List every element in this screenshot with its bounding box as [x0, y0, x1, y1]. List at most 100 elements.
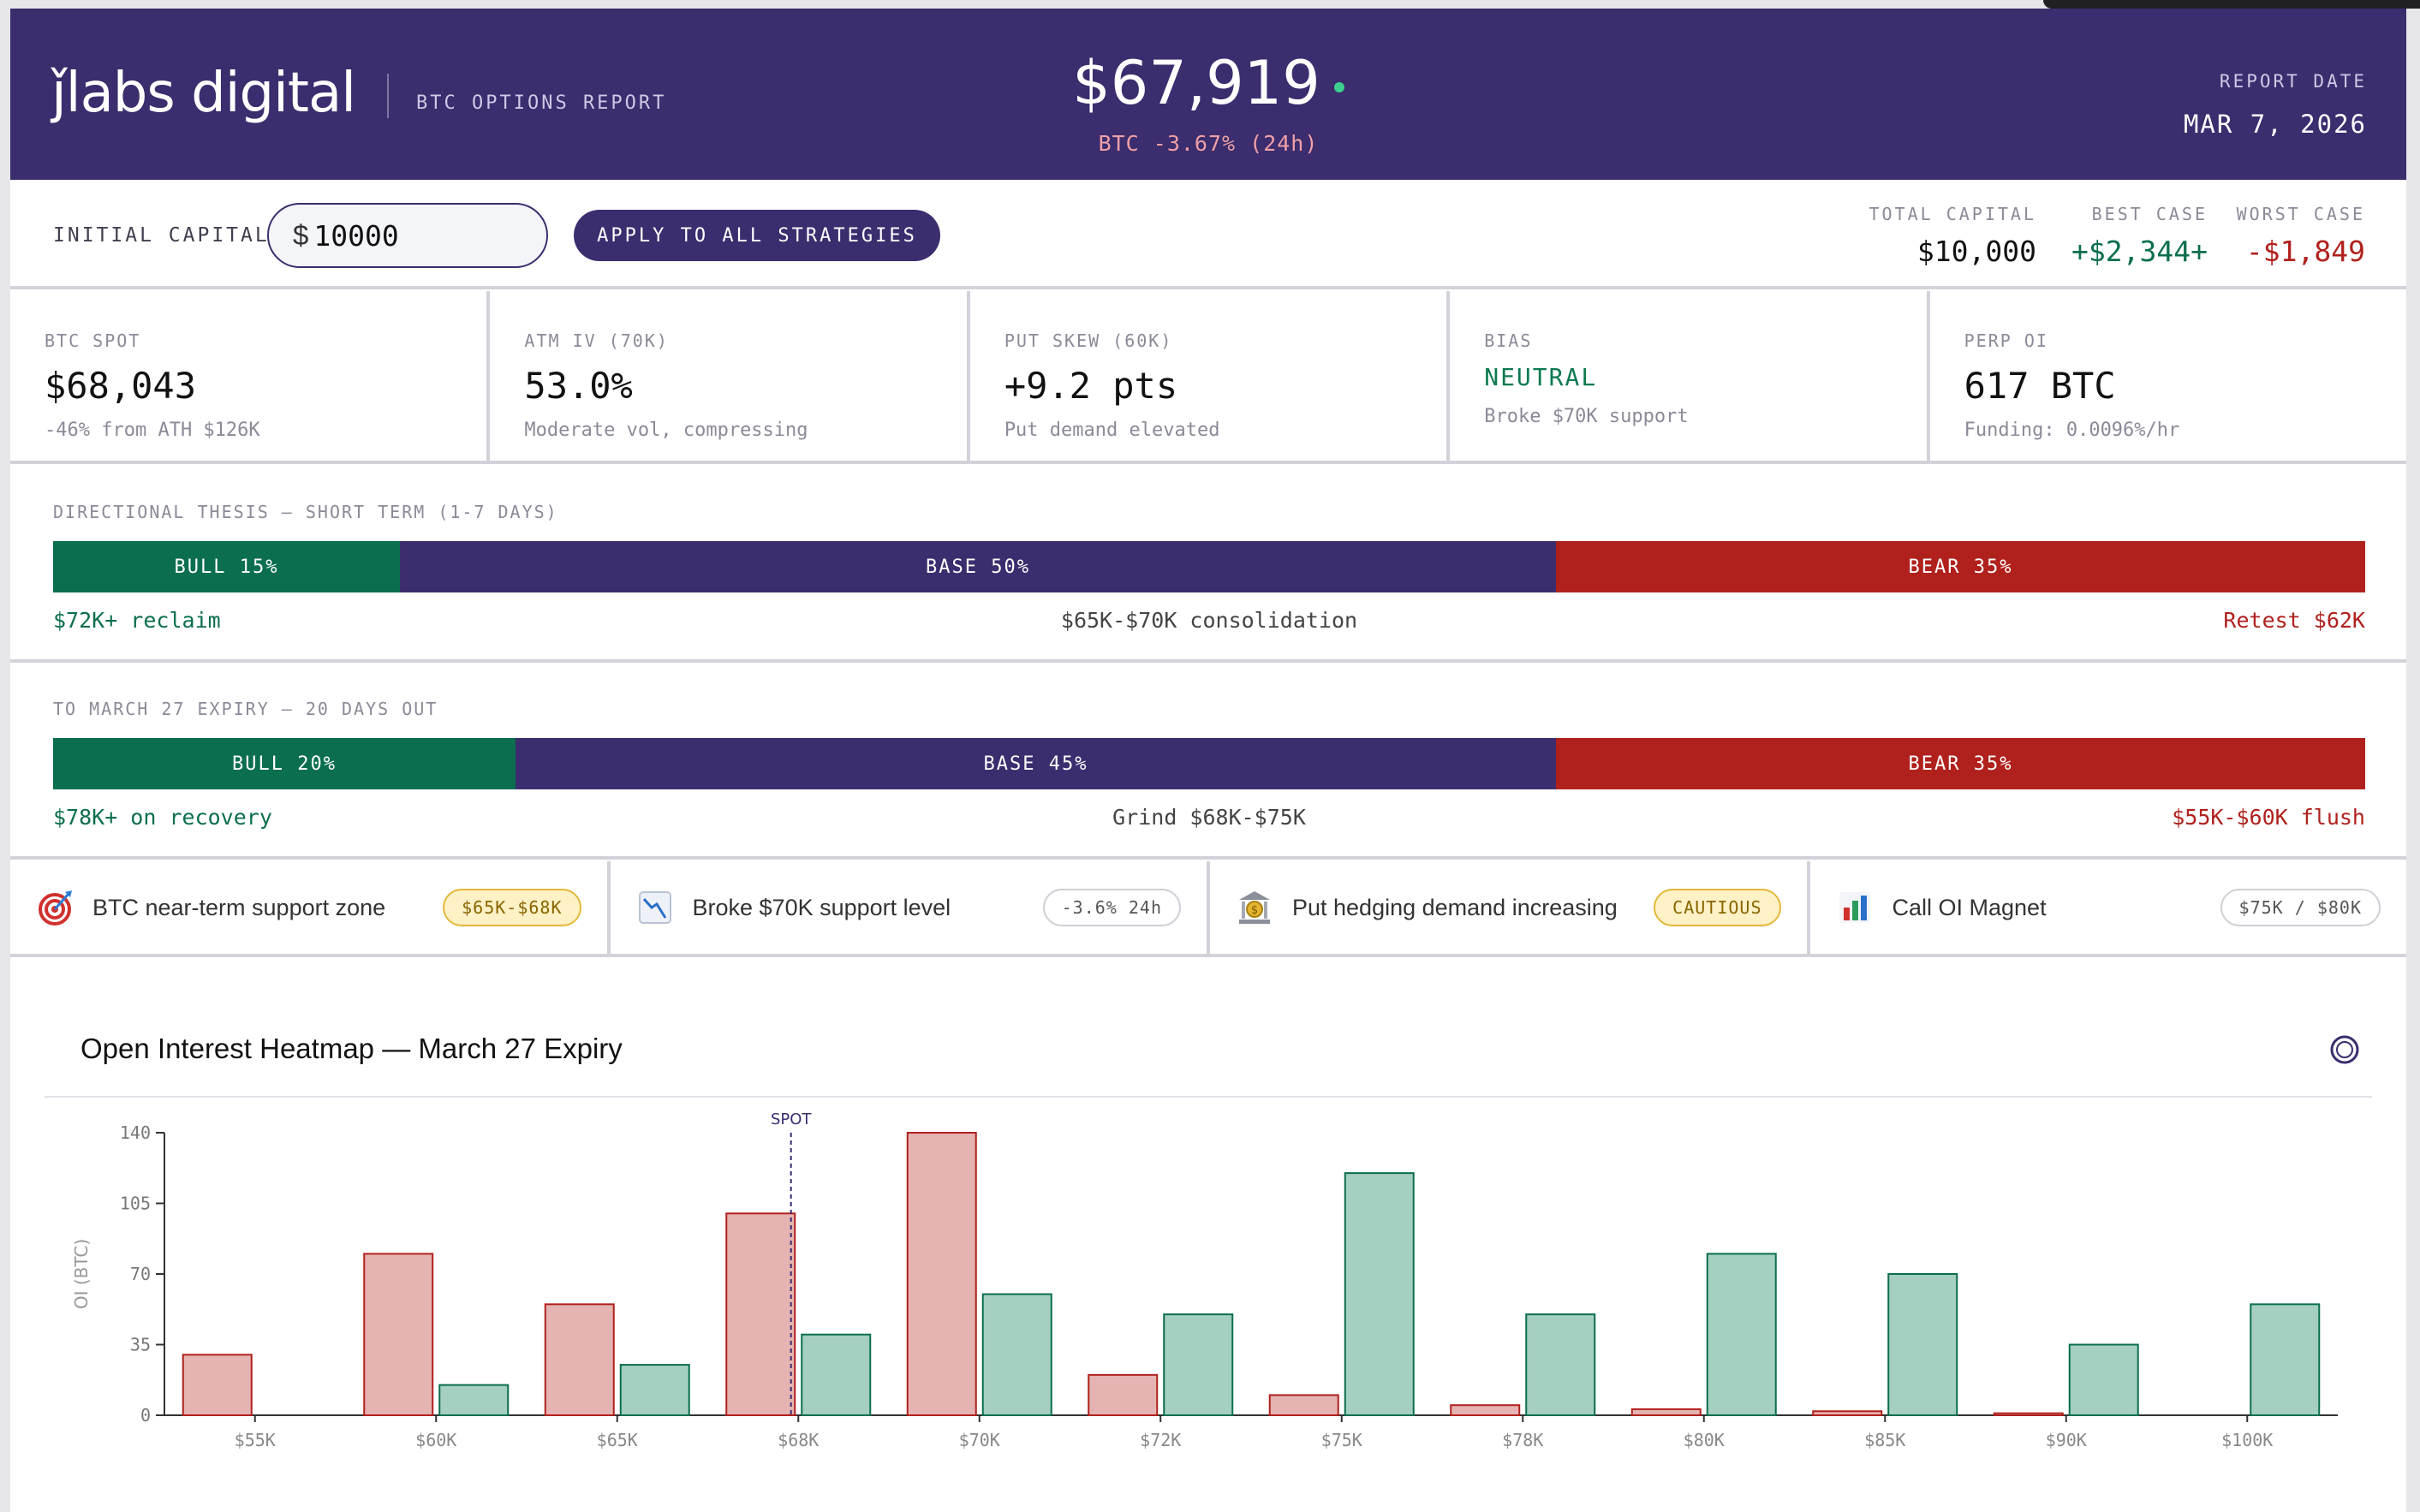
- metric-note: Broke $70K support: [1484, 406, 1689, 427]
- app-window: ǰlabs digital BTC OPTIONS REPORT $67,919…: [10, 9, 2406, 1512]
- thesis-label: TO MARCH 27 EXPIRY — 20 DAYS OUT: [53, 699, 438, 719]
- call-oi-bar: [1344, 1172, 1415, 1416]
- bear-segment: BEAR 35%: [1556, 738, 2365, 789]
- y-tick-label: 105: [120, 1194, 151, 1214]
- x-tick-label: $100K: [2221, 1430, 2273, 1450]
- metric-note: -46% from ATH $126K: [45, 420, 260, 441]
- header-divider: [387, 74, 389, 118]
- metric-card-put-skew: PUT SKEW (60K) +9.2 pts Put demand eleva…: [969, 291, 1451, 461]
- metric-label: BTC SPOT: [45, 330, 141, 351]
- thesis-label: DIRECTIONAL THESIS — SHORT TERM (1-7 DAY…: [53, 502, 558, 522]
- metric-label: PUT SKEW (60K): [1004, 330, 1173, 351]
- call-oi-bar: [619, 1364, 690, 1417]
- signal-broke-support: Broke $70K support level -3.6% 24h: [610, 861, 1210, 954]
- signal-badge: -3.6% 24h: [1042, 889, 1181, 926]
- metric-note: Funding: 0.0096%/hr: [1964, 420, 2180, 441]
- metric-value: $68,043: [45, 365, 197, 407]
- put-oi-bar: [182, 1354, 253, 1416]
- target-ring-icon[interactable]: [2329, 1034, 2360, 1065]
- capital-row: INITIAL CAPITAL $ APPLY TO ALL STRATEGIE…: [10, 180, 2406, 289]
- worst-case-summary: WORST CASE -$1,849: [2237, 204, 2365, 268]
- initial-capital-field[interactable]: $: [267, 203, 548, 268]
- oi-bar-chart: 0 35 70 105 140 OI (BTC) $55K $60K $65K $68K $70K $…: [71, 1110, 2338, 1450]
- y-tick-label: 0: [140, 1405, 151, 1426]
- metric-value: NEUTRAL: [1484, 363, 1598, 391]
- report-date: MAR 7, 2026: [2183, 110, 2367, 139]
- base-segment: BASE 50%: [400, 541, 1556, 592]
- bull-segment: BULL 20%: [53, 738, 516, 789]
- spot-marker-label: SPOT: [771, 1110, 812, 1128]
- metric-label: ATM IV (70K): [524, 330, 669, 351]
- signal-text: BTC near-term support zone: [92, 894, 386, 920]
- y-tick-label: 140: [120, 1122, 151, 1143]
- call-oi-bar: [2068, 1343, 2139, 1416]
- initial-capital-label: INITIAL CAPITAL: [53, 224, 270, 247]
- put-oi-bar: [1812, 1410, 1883, 1416]
- report-date-label: REPORT DATE: [2219, 71, 2367, 92]
- call-oi-bar: [2250, 1303, 2321, 1416]
- thesis-to-expiry: TO MARCH 27 EXPIRY — 20 DAYS OUT BULL 20…: [10, 663, 2406, 860]
- signal-support-zone: BTC near-term support zone $65K-$68K: [10, 861, 611, 954]
- x-tick-label: $75K: [1321, 1430, 1362, 1450]
- signal-put-hedging: $ Put hedging demand increasing CAUTIOUS: [1210, 861, 1810, 954]
- btc-price-change: BTC -3.67% (24h): [1098, 131, 1319, 156]
- metric-card-btc-spot: BTC SPOT $68,043 -46% from ATH $126K: [10, 291, 491, 461]
- x-tick-label: $68K: [778, 1430, 819, 1450]
- y-axis-label: OI (BTC): [71, 1239, 92, 1309]
- heatmap-title: Open Interest Heatmap — March 27 Expiry: [80, 1033, 623, 1064]
- call-oi-bar: [801, 1333, 872, 1417]
- x-tick-label: $70K: [959, 1430, 1000, 1450]
- metric-value: +9.2 pts: [1004, 365, 1178, 407]
- best-case-value: +$2,344+: [2071, 235, 2208, 268]
- signal-text: Call OI Magnet: [1892, 894, 2047, 920]
- report-header: ǰlabs digital BTC OPTIONS REPORT $67,919…: [10, 9, 2406, 180]
- call-oi-bar: [1163, 1313, 1234, 1416]
- metric-card-bias: BIAS NEUTRAL Broke $70K support: [1450, 291, 1930, 461]
- metric-note: Put demand elevated: [1004, 420, 1220, 441]
- total-capital-value: $10,000: [1916, 235, 2036, 268]
- metric-label: PERP OI: [1964, 330, 2048, 351]
- bull-note: $72K+ reclaim: [53, 608, 221, 633]
- call-oi-bar: [1887, 1273, 1958, 1416]
- metric-value: 53.0%: [524, 365, 633, 407]
- thesis-bar: BULL 15% BASE 50% BEAR 35%: [53, 541, 2365, 592]
- currency-symbol: $: [293, 219, 309, 251]
- x-tick-label: $55K: [235, 1430, 276, 1450]
- signal-text: Broke $70K support level: [692, 894, 951, 920]
- btc-price: $67,919: [10, 48, 2406, 118]
- base-note: Grind $68K-$75K: [1112, 805, 1306, 830]
- metric-label: BIAS: [1484, 330, 1533, 351]
- bear-note: Retest $62K: [2223, 608, 2365, 633]
- y-tick-label: 70: [130, 1264, 151, 1284]
- btc-price-value: $67,919: [1072, 48, 1320, 118]
- apply-to-all-strategies-button[interactable]: APPLY TO ALL STRATEGIES: [574, 210, 940, 261]
- call-oi-bar: [981, 1293, 1052, 1417]
- bank-icon: $: [1236, 889, 1273, 926]
- svg-text:$: $: [1251, 904, 1258, 917]
- bear-segment: BEAR 35%: [1556, 541, 2365, 592]
- x-tick-label: $72K: [1140, 1430, 1181, 1450]
- base-segment: BASE 45%: [516, 738, 1556, 789]
- worst-case-label: WORST CASE: [2236, 204, 2365, 224]
- brand-logo[interactable]: ǰlabs digital: [51, 62, 356, 125]
- put-oi-bar: [544, 1303, 615, 1416]
- put-oi-bar: [1993, 1412, 2064, 1417]
- x-tick-label: $80K: [1684, 1430, 1725, 1450]
- signal-badge: CAUTIOUS: [1654, 889, 1781, 926]
- signal-badge: $65K-$68K: [443, 889, 581, 926]
- initial-capital-input[interactable]: [313, 218, 511, 253]
- metric-card-atm-iv: ATM IV (70K) 53.0% Moderate vol, compres…: [490, 291, 970, 461]
- report-title: BTC OPTIONS REPORT: [416, 92, 667, 114]
- base-note: $65K-$70K consolidation: [1060, 608, 1358, 633]
- oi-heatmap-panel: Open Interest Heatmap — March 27 Expiry …: [10, 959, 2406, 1512]
- chart-down-icon: [636, 889, 674, 926]
- best-case-label: BEST CASE: [2091, 204, 2208, 224]
- signal-strip: BTC near-term support zone $65K-$68K Bro…: [10, 861, 2406, 957]
- thesis-bar: BULL 20% BASE 45% BEAR 35%: [53, 738, 2365, 789]
- signal-badge: $75K / $80K: [2220, 889, 2381, 926]
- put-oi-bar: [1450, 1404, 1521, 1417]
- heatmap-divider: [45, 1096, 2372, 1098]
- call-oi-bar: [1706, 1253, 1777, 1416]
- put-oi-bar: [1088, 1373, 1159, 1417]
- thesis-notes: $65K-$70K consolidation $72K+ reclaim Re…: [53, 608, 2365, 635]
